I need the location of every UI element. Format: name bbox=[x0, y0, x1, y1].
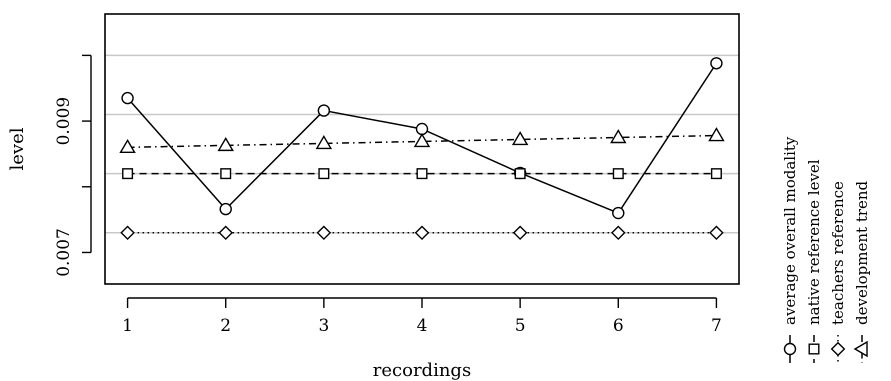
series-4-point-3 bbox=[315, 135, 333, 150]
series-2-point-2 bbox=[220, 168, 232, 180]
series-4-point-5 bbox=[511, 131, 529, 146]
x-tick-label-2: 2 bbox=[220, 316, 231, 336]
series-4-point-2 bbox=[217, 136, 234, 152]
series-4-point-4 bbox=[413, 133, 431, 148]
series-2-point-6 bbox=[612, 168, 624, 180]
legend-item-2: native reference level bbox=[805, 159, 823, 363]
legend-item-3: teachers reference bbox=[829, 181, 847, 363]
legend-marker-3 bbox=[830, 341, 846, 357]
x-tick-label-5: 5 bbox=[515, 316, 526, 336]
series-3-point-4 bbox=[414, 225, 430, 241]
y-tick-label-1: 0.007 bbox=[54, 228, 74, 277]
series-2-point-1 bbox=[122, 168, 134, 180]
legend-item-4: development trend bbox=[853, 180, 871, 363]
series-1-point-7 bbox=[710, 57, 723, 70]
series-1-point-6 bbox=[612, 206, 625, 220]
series-3-point-5 bbox=[512, 225, 528, 241]
y-axis-title: level bbox=[7, 127, 28, 170]
series-2-point-5 bbox=[514, 168, 526, 180]
series-2-point-4 bbox=[416, 168, 428, 180]
y-axis: 0.007 0.009 bbox=[54, 54, 92, 277]
legend-label-3: teachers reference bbox=[829, 181, 847, 325]
x-tick-label-3: 3 bbox=[318, 316, 329, 336]
series-3-point-2 bbox=[218, 225, 234, 241]
series-2 bbox=[122, 168, 722, 180]
series-2-point-3 bbox=[318, 168, 330, 180]
series-3-point-3 bbox=[316, 225, 332, 241]
legend-label-4: development trend bbox=[853, 180, 871, 325]
legend-item-1: average overall modality bbox=[781, 136, 799, 363]
series-4-point-6 bbox=[610, 129, 627, 144]
legend-label-2: native reference level bbox=[805, 159, 823, 325]
series-2-point-7 bbox=[710, 168, 722, 180]
series-4-point-7 bbox=[708, 127, 725, 142]
x-axis-title: recordings bbox=[373, 360, 471, 381]
series-3 bbox=[120, 225, 724, 241]
legend-marker-1 bbox=[783, 342, 797, 356]
series-1-point-3 bbox=[317, 104, 331, 117]
x-tick-label-6: 6 bbox=[613, 316, 624, 336]
x-tick-label-4: 4 bbox=[417, 316, 428, 336]
legend-marker-2 bbox=[808, 343, 820, 355]
series-3-point-1 bbox=[120, 225, 135, 241]
series-4 bbox=[119, 127, 725, 154]
plot-frame bbox=[104, 13, 740, 285]
legend-label-1: average overall modality bbox=[781, 136, 799, 325]
x-axis: 1 2 3 4 5 6 7 bbox=[122, 297, 722, 336]
x-tick-label-1: 1 bbox=[122, 316, 133, 336]
series-1-point-2 bbox=[219, 202, 232, 216]
series-1-point-4 bbox=[415, 122, 429, 136]
series-4-point-1 bbox=[119, 138, 136, 154]
series-3-point-6 bbox=[610, 225, 626, 241]
legend-marker-4 bbox=[853, 340, 868, 358]
legend: average overall modality native reference… bbox=[781, 136, 871, 363]
x-tick-label-7: 7 bbox=[711, 316, 722, 336]
series-1-point-1 bbox=[121, 91, 134, 105]
y-tick-label-2: 0.009 bbox=[54, 97, 74, 146]
series-layer bbox=[119, 57, 725, 241]
series-3-point-7 bbox=[709, 225, 724, 241]
